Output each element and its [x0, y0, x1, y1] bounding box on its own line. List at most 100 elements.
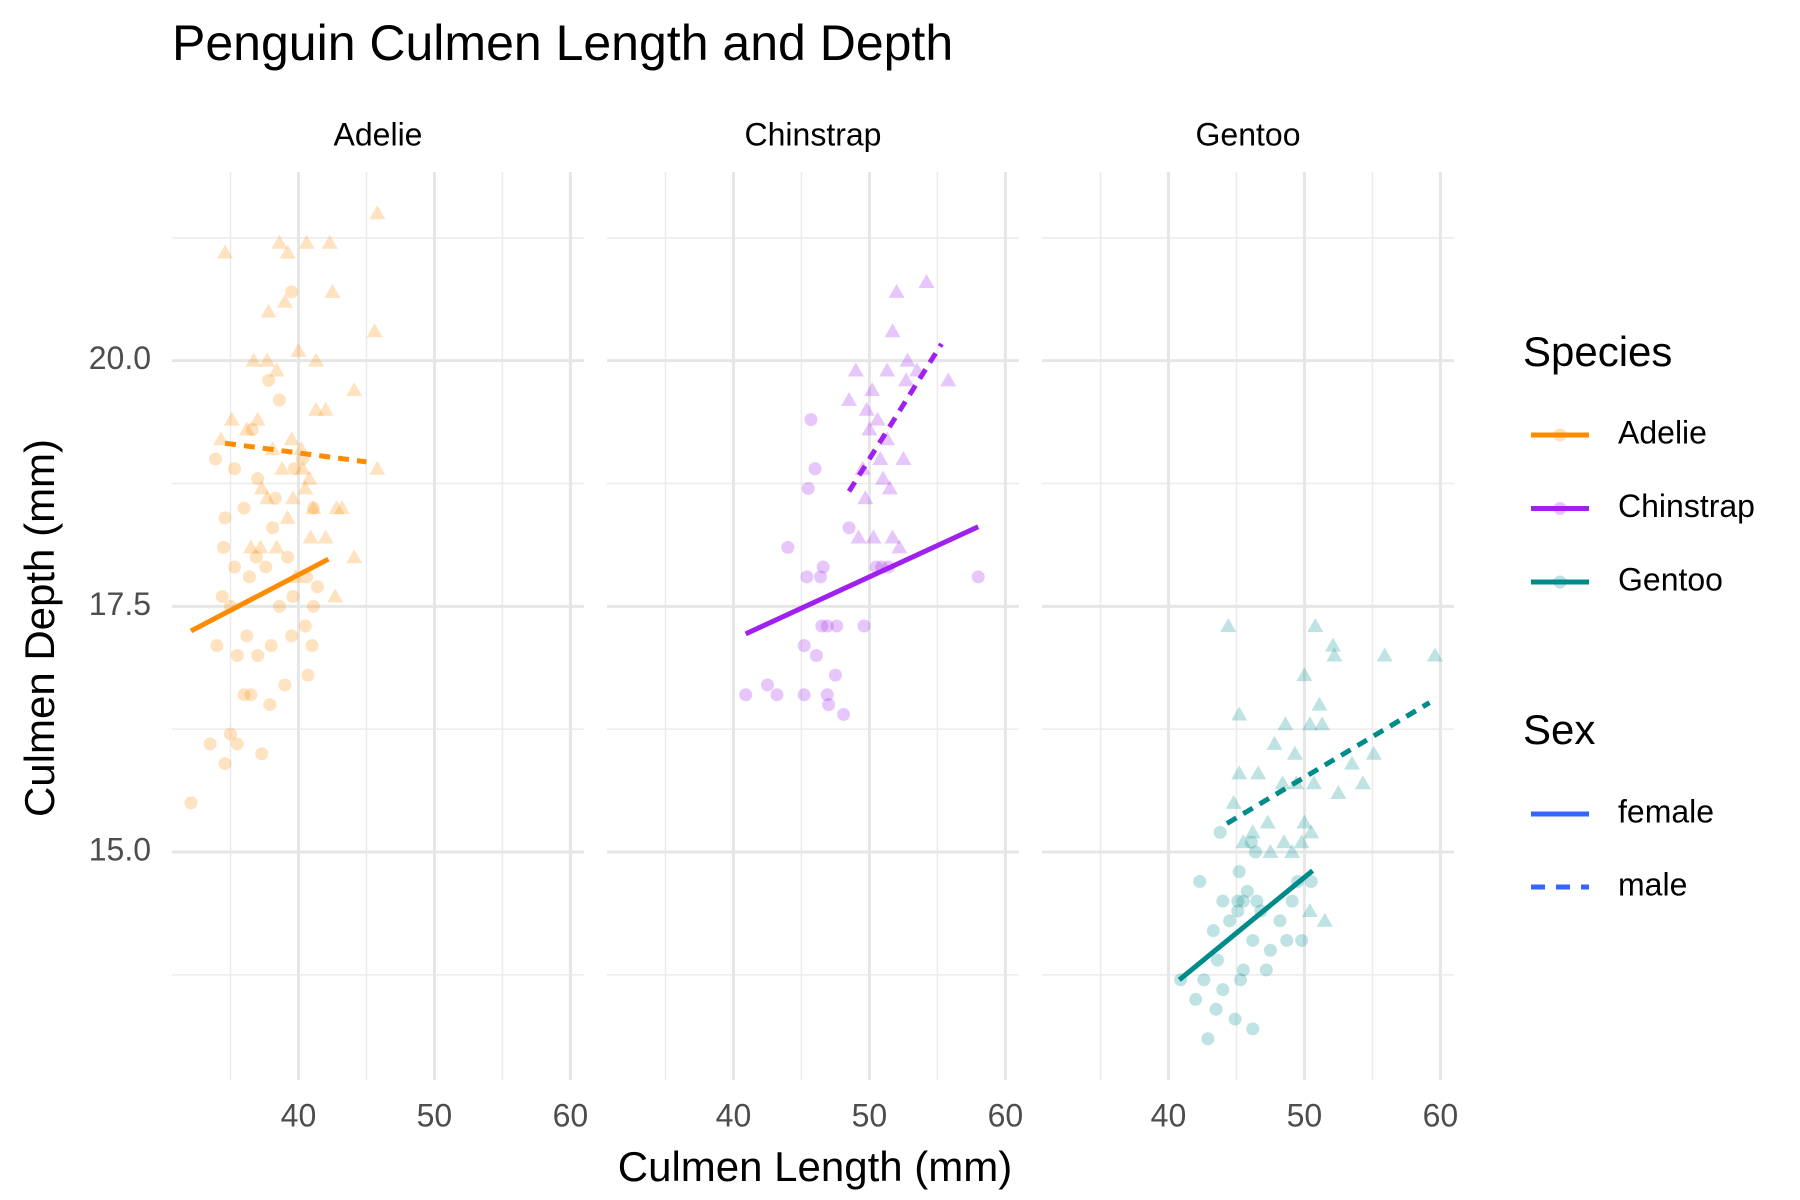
x-tick-label: 40: [716, 1097, 752, 1133]
point: [895, 450, 912, 465]
point: [865, 529, 882, 544]
point: [1276, 834, 1293, 849]
point: [217, 540, 231, 554]
point: [1311, 696, 1328, 711]
point: [259, 352, 276, 367]
point: [837, 707, 851, 721]
point: [1273, 914, 1287, 928]
point: [274, 460, 291, 475]
point: [301, 470, 318, 485]
point: [272, 393, 286, 407]
point: [1285, 894, 1299, 908]
point: [259, 490, 276, 505]
point: [1296, 814, 1313, 829]
x-tick-label: 60: [988, 1097, 1024, 1133]
point: [1231, 904, 1245, 918]
point: [285, 490, 302, 505]
point: [218, 511, 232, 525]
point: [1189, 992, 1203, 1006]
point: [1316, 912, 1333, 927]
point: [366, 323, 383, 338]
point: [287, 462, 301, 476]
point: [760, 678, 774, 692]
point: [184, 796, 198, 810]
point: [1220, 618, 1237, 632]
chart-title: Penguin Culmen Length and Depth: [172, 15, 953, 71]
point: [884, 529, 901, 544]
point: [1246, 933, 1260, 947]
point: [1324, 637, 1341, 652]
point: [346, 382, 363, 397]
point: [244, 688, 258, 702]
point: [305, 500, 322, 515]
point: [1326, 647, 1343, 662]
point: [240, 629, 254, 643]
legend-label: Adelie: [1618, 414, 1707, 450]
point: [263, 698, 277, 712]
point: [1301, 716, 1318, 731]
point: [251, 648, 265, 662]
point: [1303, 824, 1320, 839]
point: [266, 521, 280, 535]
fit-line: [846, 342, 944, 493]
point: [306, 599, 320, 613]
legend-title: Species: [1523, 328, 1672, 375]
point: [1365, 745, 1382, 760]
point: [1234, 973, 1248, 987]
point: [230, 648, 244, 662]
point: [1262, 844, 1279, 859]
point: [1231, 894, 1245, 908]
point: [1193, 874, 1207, 888]
point: [253, 480, 270, 495]
point: [820, 619, 834, 633]
y-tick-label: 20.0: [89, 340, 151, 376]
point: [815, 619, 829, 633]
point: [971, 570, 985, 584]
point: [830, 619, 844, 633]
point: [1232, 865, 1246, 879]
point: [260, 303, 277, 318]
point: [294, 460, 311, 475]
point: [306, 501, 320, 515]
point: [245, 422, 259, 436]
point: [1244, 835, 1258, 849]
point: [822, 698, 836, 712]
point: [301, 668, 315, 682]
fit-line: [744, 524, 980, 637]
point: [243, 570, 257, 584]
point: [1236, 894, 1250, 908]
point: [1250, 765, 1267, 780]
fit-line: [1177, 868, 1315, 982]
point: [1259, 963, 1273, 977]
point: [918, 274, 935, 289]
point: [1314, 716, 1331, 731]
point: [816, 560, 830, 574]
y-axis-title: Culmen Depth (mm): [16, 439, 63, 817]
x-tick-label: 50: [1287, 1097, 1323, 1133]
point: [1206, 924, 1220, 938]
point: [884, 323, 901, 338]
point: [209, 452, 223, 466]
legend-title: Sex: [1523, 706, 1595, 753]
legend-label: Chinstrap: [1618, 488, 1755, 524]
x-tick-label: 60: [1423, 1097, 1459, 1133]
point: [1286, 745, 1303, 760]
x-tick-label: 40: [281, 1097, 317, 1133]
point: [1305, 775, 1322, 790]
point: [217, 244, 234, 259]
point: [228, 560, 242, 574]
y-tick-label: 17.5: [89, 586, 151, 622]
point: [249, 550, 263, 564]
point: [279, 509, 296, 524]
x-tick-label: 40: [1151, 1097, 1187, 1133]
point: [869, 411, 886, 426]
point: [1330, 785, 1347, 800]
point: [879, 431, 896, 446]
point: [809, 648, 823, 662]
point: [801, 481, 815, 495]
point: [203, 737, 217, 751]
point: [223, 727, 237, 741]
point: [215, 590, 229, 604]
point: [1426, 647, 1443, 662]
